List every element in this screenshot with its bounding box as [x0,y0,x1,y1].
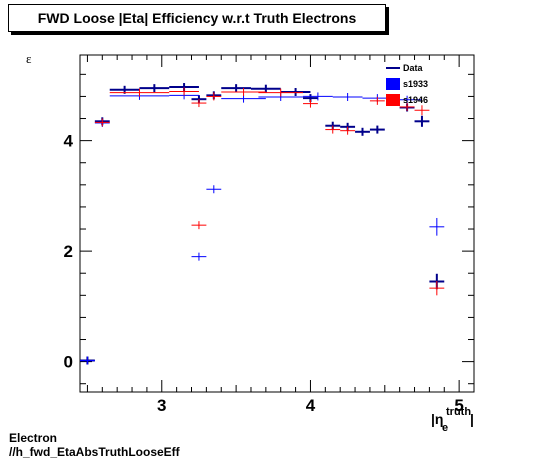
x-tick-label: 4 [306,396,316,415]
data-point [414,105,430,116]
data-point [80,356,95,365]
data-point [250,84,281,93]
data-point [369,125,385,134]
series-s1933 [80,91,445,365]
data-point [169,87,199,96]
data-point [109,88,170,97]
data-point [258,88,304,97]
series-layer [80,83,445,365]
x-axis-label-end: | [470,411,474,427]
legend-label-Data: Data [403,63,424,73]
data-point [340,126,356,135]
y-axis-label: ε [26,51,32,66]
footer-line-1: Electron [9,431,58,445]
data-point [139,84,170,93]
data-point [191,252,207,261]
plot-frame [79,54,475,393]
data-point [303,99,318,108]
legend-label-s1946: s1946 [403,95,428,105]
svg-text:truth: truth [446,406,471,418]
data-point [303,92,333,101]
x-axis-label: |η e truth | [431,406,474,434]
legend-swatch-s1946 [386,94,400,106]
data-point [332,92,363,101]
y-tick-label: 2 [64,242,73,261]
data-point [221,88,266,97]
series-Data [80,83,445,365]
data-point [94,118,110,127]
x-tick-label: 3 [157,396,166,415]
legend-label-s1933: s1933 [403,79,428,89]
footer: Electron //h_fwd_EtaAbsTruthLooseEff [9,431,180,459]
y-tick-label: 4 [64,132,74,151]
footer-line-2: //h_fwd_EtaAbsTruthLooseEff [9,445,180,459]
data-point [399,102,415,111]
frame-layer: 3 4 5 0 2 4 [64,54,475,415]
data-point [414,115,430,127]
svg-text:|η: |η [431,411,443,427]
chart-title-box: FWD Loose |Eta| Efficiency w.r.t Truth E… [8,4,386,32]
series-s1946 [94,87,445,296]
data-point [280,88,311,97]
svg-text:e: e [442,422,448,434]
data-point [325,125,341,134]
legend-swatch-s1933 [386,78,400,90]
data-point [206,92,222,101]
x-axis-label-main: |η [431,411,443,427]
data-point [429,280,445,296]
data-point [355,127,370,136]
data-point [191,221,207,230]
data-point [191,99,207,108]
chart-title: FWD Loose |Eta| Efficiency w.r.t Truth E… [37,10,357,26]
legend-layer: Data s1933 s1946 [386,63,428,106]
data-point [206,185,222,194]
data-point [429,217,445,236]
x-axis-label-sub: e [442,422,448,434]
y-tick-label: 0 [64,353,73,372]
x-tick-label: 5 [454,396,463,415]
data-point [221,84,251,93]
data-point [369,96,385,105]
svg-text:|: | [470,411,474,427]
x-axis-label-sup: truth [446,406,471,418]
